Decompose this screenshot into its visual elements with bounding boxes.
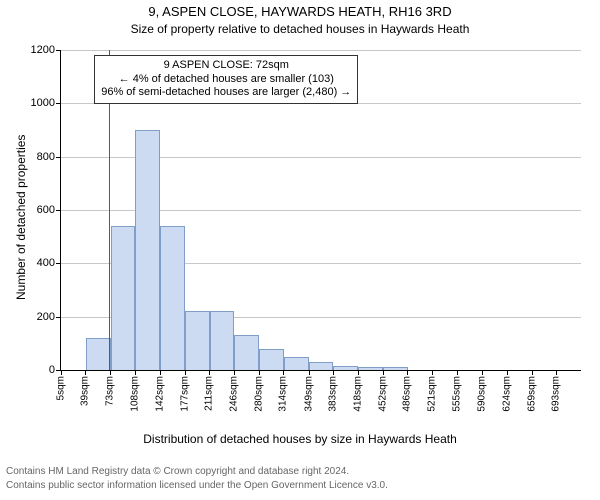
xtick-mark (185, 370, 186, 375)
histogram-bar (333, 366, 358, 370)
xtick-mark (507, 370, 508, 375)
chart-subtitle: Size of property relative to detached ho… (0, 22, 600, 36)
ytick-label: 200 (37, 311, 55, 323)
xtick-label: 142sqm (154, 376, 165, 412)
xtick-mark (532, 370, 533, 375)
xtick-label: 5sqm (56, 376, 67, 400)
xtick-mark (61, 370, 62, 375)
xtick-mark (110, 370, 111, 375)
histogram-bar (309, 362, 334, 370)
histogram-bar (284, 357, 309, 370)
xtick-label: 452sqm (377, 376, 388, 412)
xtick-mark (85, 370, 86, 375)
xtick-mark (309, 370, 310, 375)
xtick-mark (234, 370, 235, 375)
xtick-mark (135, 370, 136, 375)
footer-line-2: Contains public sector information licen… (6, 480, 388, 491)
xtick-mark (259, 370, 260, 375)
xtick-label: 383sqm (328, 376, 339, 412)
annotation-line2: ← 4% of detached houses are smaller (103… (101, 73, 351, 87)
xtick-mark (482, 370, 483, 375)
plot-area: 0200400600800100012005sqm39sqm73sqm108sq… (60, 50, 581, 371)
ytick-label: 400 (37, 257, 55, 269)
ytick-mark (56, 157, 61, 158)
xtick-mark (283, 370, 284, 375)
xtick-label: 39sqm (80, 376, 91, 406)
footer-line-1: Contains HM Land Registry data © Crown c… (6, 466, 349, 477)
xtick-label: 108sqm (130, 376, 141, 412)
histogram-bar (111, 226, 136, 370)
annotation-line1: 9 ASPEN CLOSE: 72sqm (101, 59, 351, 73)
xtick-label: 73sqm (104, 376, 115, 406)
xtick-mark (556, 370, 557, 375)
x-axis-label: Distribution of detached houses by size … (0, 432, 600, 446)
histogram-bar (234, 335, 259, 370)
xtick-label: 555sqm (451, 376, 462, 412)
xtick-mark (333, 370, 334, 375)
ytick-label: 600 (37, 204, 55, 216)
ytick-label: 800 (37, 151, 55, 163)
xtick-label: 280sqm (253, 376, 264, 412)
histogram-bar (185, 311, 210, 370)
xtick-label: 349sqm (303, 376, 314, 412)
ytick-mark (56, 210, 61, 211)
gridline (61, 50, 581, 51)
xtick-mark (407, 370, 408, 375)
xtick-label: 590sqm (477, 376, 488, 412)
ytick-label: 0 (49, 364, 55, 376)
xtick-label: 624sqm (501, 376, 512, 412)
histogram-bar (383, 367, 408, 370)
xtick-mark (209, 370, 210, 375)
histogram-bar (210, 311, 235, 370)
ytick-mark (56, 50, 61, 51)
ytick-mark (56, 317, 61, 318)
xtick-label: 693sqm (551, 376, 562, 412)
y-axis-label: Number of detached properties (14, 135, 28, 300)
ytick-mark (56, 263, 61, 264)
xtick-label: 659sqm (526, 376, 537, 412)
xtick-mark (383, 370, 384, 375)
xtick-mark (358, 370, 359, 375)
xtick-label: 418sqm (353, 376, 364, 412)
annotation-box: 9 ASPEN CLOSE: 72sqm← 4% of detached hou… (94, 55, 358, 104)
xtick-mark (457, 370, 458, 375)
histogram-bar (160, 226, 185, 370)
xtick-label: 246sqm (229, 376, 240, 412)
histogram-bar (259, 349, 284, 370)
histogram-bar (358, 367, 383, 370)
ytick-label: 1000 (31, 97, 55, 109)
histogram-bar (135, 130, 160, 370)
annotation-line3: 96% of semi-detached houses are larger (… (101, 86, 351, 100)
xtick-label: 521sqm (427, 376, 438, 412)
xtick-label: 211sqm (204, 376, 215, 411)
xtick-mark (432, 370, 433, 375)
xtick-mark (160, 370, 161, 375)
xtick-label: 486sqm (402, 376, 413, 412)
chart-title: 9, ASPEN CLOSE, HAYWARDS HEATH, RH16 3RD (0, 4, 600, 19)
xtick-label: 177sqm (179, 376, 190, 412)
histogram-bar (86, 338, 111, 370)
ytick-mark (56, 103, 61, 104)
xtick-label: 314sqm (278, 376, 289, 412)
ytick-label: 1200 (31, 44, 55, 56)
